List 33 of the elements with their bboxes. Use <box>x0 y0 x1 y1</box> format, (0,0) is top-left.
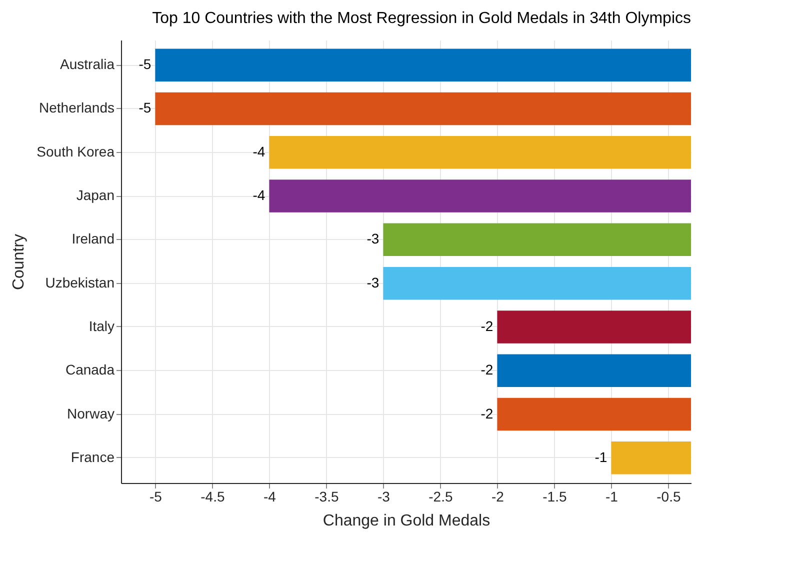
y-tick-label: Canada <box>65 362 115 378</box>
x-tick-label: -0.5 <box>656 488 681 504</box>
data-label: -2 <box>480 405 494 422</box>
x-tick-label: -1 <box>605 488 618 504</box>
data-label: -2 <box>480 362 494 378</box>
x-tick-label: -1.5 <box>542 488 567 504</box>
y-tick-label: Japan <box>76 187 114 204</box>
data-label: -4 <box>252 187 266 204</box>
y-tick-label: France <box>70 448 115 465</box>
y-tick-label: Norway <box>67 405 114 422</box>
y-tick-label: South Korea <box>36 143 115 160</box>
x-tick-label: -3.5 <box>314 488 339 504</box>
y-tick-label: Italy <box>88 318 114 334</box>
x-tick-label: -2 <box>491 488 504 504</box>
chart-title: Top 10 Countries with the Most Regression in Gold Medals in 34th Olympics <box>152 10 691 27</box>
x-axis-title: Change in Gold Medals <box>322 512 490 530</box>
data-label: -3 <box>366 274 380 290</box>
data-label: -5 <box>138 56 152 72</box>
x-tick-label: -3 <box>377 488 390 504</box>
x-tick-label: -4 <box>263 488 276 504</box>
data-label: -3 <box>366 230 380 247</box>
x-tick-label: -2.5 <box>428 488 453 504</box>
y-tick-label: Netherlands <box>39 100 114 116</box>
x-tick-label: -4.5 <box>200 488 225 504</box>
data-label: -4 <box>252 143 266 160</box>
y-tick-label: Uzbekistan <box>45 274 114 290</box>
data-label: -1 <box>594 448 608 465</box>
data-label: -2 <box>480 318 494 334</box>
y-tick-label: Ireland <box>72 230 114 247</box>
data-label: -5 <box>138 100 152 116</box>
y-axis-title: Country <box>10 234 28 290</box>
x-tick-label: -5 <box>149 488 162 504</box>
y-tick-label: Australia <box>60 56 115 72</box>
